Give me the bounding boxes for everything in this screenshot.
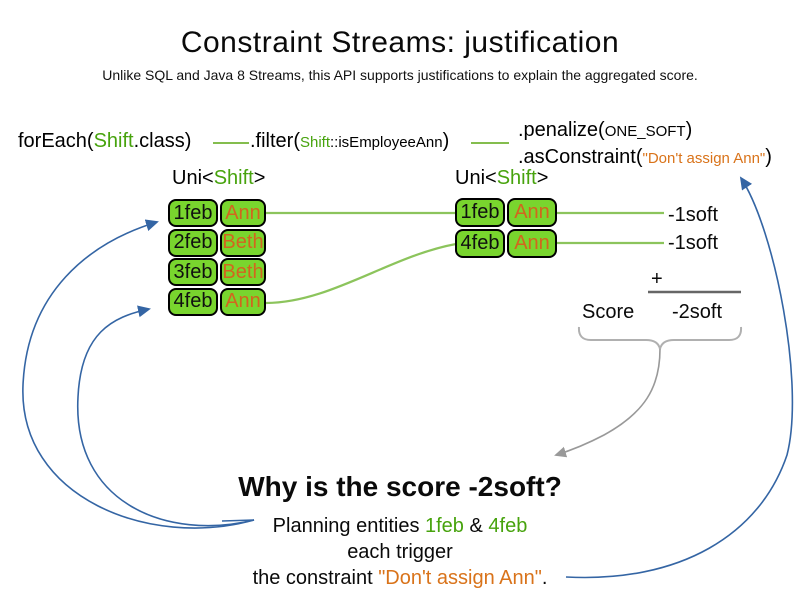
entity-1feb-text: 1feb xyxy=(425,515,464,537)
employee-cell: Ann xyxy=(507,229,557,258)
explanation-text: . xyxy=(541,567,548,589)
table-row: 1feb Ann xyxy=(455,198,557,227)
code-text: .class) xyxy=(133,130,192,152)
method-ref-text: ::isEmployeeAnn xyxy=(330,134,443,151)
class-name-text: Shift xyxy=(213,167,254,189)
explanation-text: & xyxy=(463,515,489,537)
code-text: forEach( xyxy=(18,130,94,152)
employee-cell: Ann xyxy=(220,287,266,316)
justification-arrow-4feb xyxy=(77,305,255,527)
employee-cell: Ann xyxy=(220,199,266,227)
date-cell: 2feb xyxy=(168,228,218,257)
code-filter: .filter(Shift::isEmployeeAnn) xyxy=(250,130,449,153)
employee-cell: Beth xyxy=(220,258,266,286)
left-stream-type-label: Uni<Shift> xyxy=(172,167,265,190)
class-name-text: Shift xyxy=(496,167,537,189)
explanation-line-2: each trigger xyxy=(347,541,453,563)
table-row: 2feb Beth xyxy=(168,228,266,257)
left-stream-table: 1feb Ann 2feb Beth 3feb Beth 4feb Ann xyxy=(168,199,266,317)
right-stream-type-label: Uni<Shift> xyxy=(455,167,548,190)
table-row: 1feb Ann xyxy=(168,199,266,227)
right-stream-table: 1feb Ann 4feb Ann xyxy=(455,198,557,260)
code-text: ) xyxy=(765,146,772,168)
entity-4feb-text: 4feb xyxy=(488,515,528,537)
date-cell: 3feb xyxy=(168,258,218,286)
explanation-line-1: Planning entities 1feb & 4feb xyxy=(0,515,800,538)
code-text: .filter( xyxy=(250,130,300,152)
connector-4feb-line xyxy=(265,242,457,305)
justification-arrow-constraint xyxy=(565,176,794,579)
plus-sign: + xyxy=(651,268,663,290)
score-value: -2soft xyxy=(672,301,723,323)
score-label: Score xyxy=(582,301,635,323)
class-name-text: Shift xyxy=(300,134,331,151)
page-subtitle: Unlike SQL and Java 8 Streams, this API … xyxy=(102,67,698,83)
justification-arrow-1feb xyxy=(22,219,255,529)
date-cell: 1feb xyxy=(168,199,218,227)
code-text: ) xyxy=(685,119,693,141)
explanation-text: Planning entities xyxy=(272,515,425,537)
score-underbrace xyxy=(577,326,743,350)
class-name-text: Shift xyxy=(93,130,134,152)
table-row: 3feb Beth xyxy=(168,258,266,286)
type-text: Uni< xyxy=(172,167,214,189)
date-cell: 4feb xyxy=(168,287,218,316)
type-text: Uni< xyxy=(455,167,497,189)
explanation-text: the constraint xyxy=(252,567,379,589)
constraint-name-text: "Don't assign Ann" xyxy=(378,567,542,589)
code-foreach: forEach(Shift.class) xyxy=(18,130,191,153)
employee-cell: Ann xyxy=(507,198,557,227)
why-heading: Why is the score -2soft? xyxy=(238,471,562,502)
page-title: Constraint Streams: justification xyxy=(180,26,620,59)
score-breakdown-arrow xyxy=(554,348,661,458)
code-asconstraint: .asConstraint("Don't assign Ann") xyxy=(518,146,772,169)
type-text: > xyxy=(253,167,266,189)
code-text: .penalize( xyxy=(518,119,605,141)
date-cell: 1feb xyxy=(455,198,505,227)
table-row: 4feb Ann xyxy=(168,287,266,316)
code-penalize: .penalize(ONE_SOFT) xyxy=(518,119,692,142)
employee-cell: Beth xyxy=(220,228,266,257)
penalty-label-1: -1soft xyxy=(668,204,719,226)
penalty-label-2: -1soft xyxy=(668,232,719,254)
table-row: 4feb Ann xyxy=(455,229,557,258)
code-text: .asConstraint( xyxy=(518,146,643,168)
date-cell: 4feb xyxy=(455,229,505,258)
justification-dash-left xyxy=(221,519,255,522)
code-text: ) xyxy=(442,130,450,152)
weight-constant-text: ONE_SOFT xyxy=(604,123,686,140)
type-text: > xyxy=(536,167,549,189)
explanation-line-3: the constraint "Don't assign Ann". xyxy=(0,567,800,590)
constraint-name-text: "Don't assign Ann" xyxy=(642,150,766,167)
